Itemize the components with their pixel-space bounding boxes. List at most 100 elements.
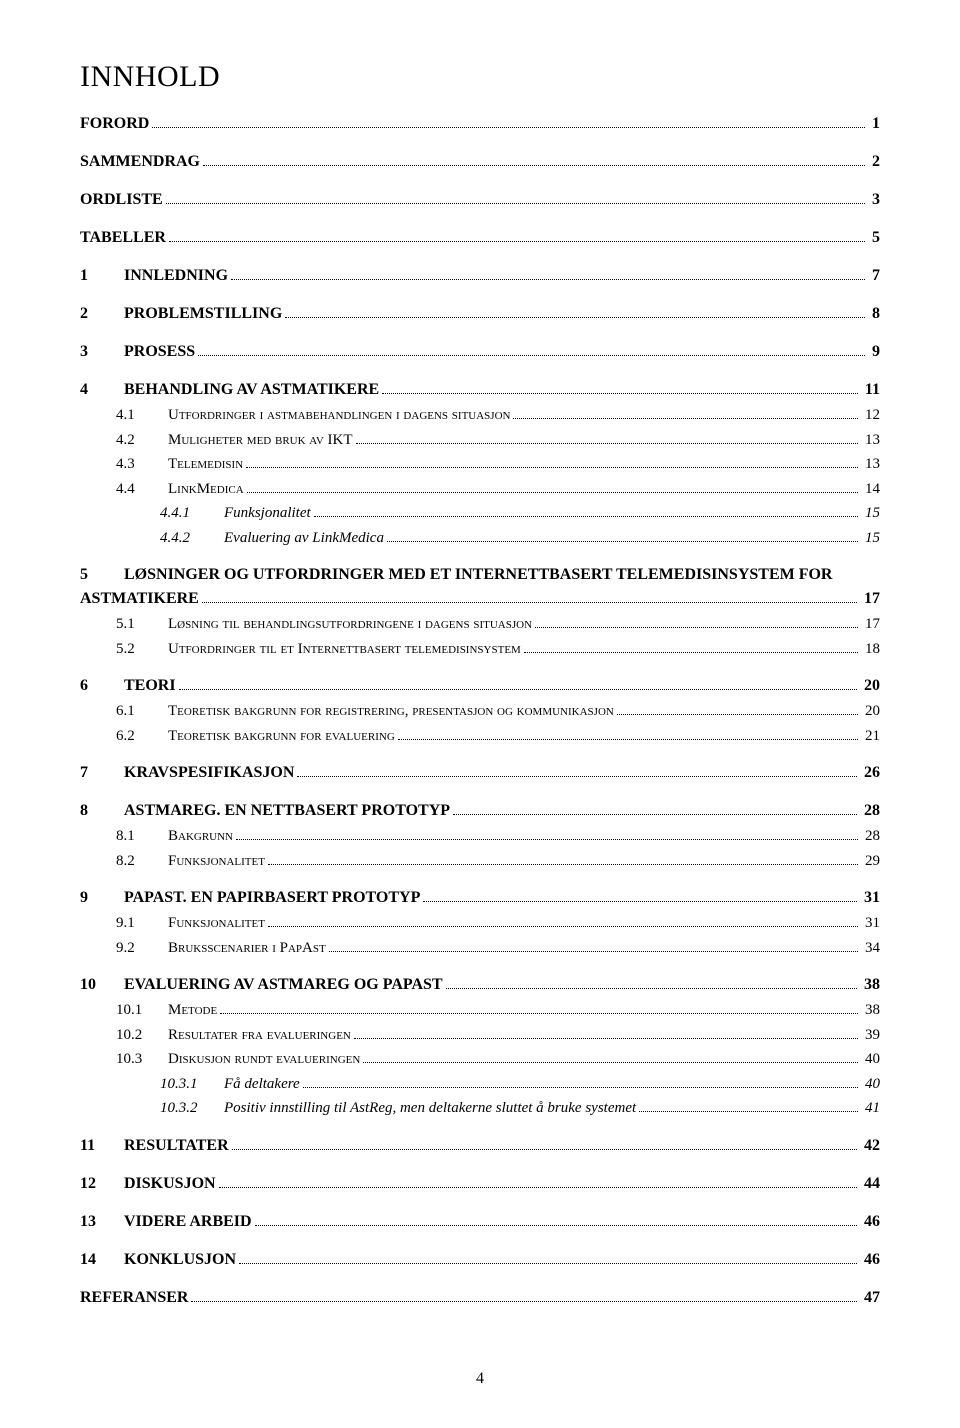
- toc-entry: 8ASTMAREG. EN NETTBASERT PROTOTYP28: [80, 799, 880, 823]
- toc-leader-dots: [179, 689, 857, 690]
- toc-leader-dots: [297, 776, 857, 777]
- toc-entry: 3PROSESS 9: [80, 340, 880, 364]
- toc-entry-page: 28: [861, 825, 880, 848]
- toc-leader-dots: [524, 652, 858, 653]
- toc-entry-page: 44: [860, 1172, 880, 1196]
- toc-leader-dots: [382, 393, 858, 394]
- toc-entry-page: 29: [861, 850, 880, 873]
- toc-entry: 4.1Utfordringer i astmabehandlingen i da…: [80, 404, 880, 427]
- toc-entry-label: Metode: [168, 999, 217, 1022]
- toc-entry-number: 10.3.1: [160, 1073, 224, 1096]
- toc-entry-label: Teoretisk bakgrunn for evaluering: [168, 725, 395, 748]
- toc-leader-dots: [423, 901, 857, 902]
- toc-entry: 6.2Teoretisk bakgrunn for evaluering21: [80, 725, 880, 748]
- toc-entry-label: SAMMENDRAG: [80, 150, 200, 174]
- toc-entry-page: 12: [861, 404, 880, 427]
- toc-entry-number: 3: [80, 340, 124, 364]
- toc-entry-page: 38: [860, 973, 880, 997]
- toc-leader-dots: [535, 627, 858, 628]
- toc-entry-number: 7: [80, 761, 124, 785]
- toc-entry-number: 5.2: [116, 638, 168, 661]
- toc-leader-dots: [231, 279, 865, 280]
- toc-entry-page: 3: [868, 188, 880, 212]
- toc-leader-dots: [219, 1187, 857, 1188]
- toc-entry: 8.1Bakgrunn28: [80, 825, 880, 848]
- toc-leader-dots: [329, 951, 858, 952]
- toc-leader-dots: [255, 1225, 857, 1226]
- toc-entry-number: 11: [80, 1134, 124, 1158]
- toc-entry-page: 40: [861, 1048, 880, 1071]
- toc-entry-number: 10: [80, 973, 124, 997]
- toc-leader-dots: [220, 1013, 858, 1014]
- toc-entry-page: 26: [860, 761, 880, 785]
- toc-entry: 10.2Resultater fra evalueringen39: [80, 1024, 880, 1047]
- toc-entry-page: 31: [860, 886, 880, 910]
- toc-entry: 11RESULTATER 42: [80, 1134, 880, 1158]
- toc-entry-label: RESULTATER: [124, 1134, 229, 1158]
- page-number: 4: [80, 1370, 880, 1388]
- toc-entry-page: 5: [868, 226, 880, 250]
- toc-entry-label: BEHANDLING AV ASTMATIKERE: [124, 378, 379, 402]
- toc-entry-label: Muligheter med bruk av IKT: [168, 429, 353, 452]
- toc-entry-number: 8: [80, 799, 124, 823]
- toc-entry-number: 5: [80, 563, 124, 587]
- toc-entry: 10.3Diskusjon rundt evalueringen40: [80, 1048, 880, 1071]
- toc-leader-dots: [198, 355, 865, 356]
- toc-leader-dots: [398, 739, 858, 740]
- toc-leader-dots: [247, 492, 858, 493]
- toc-entry-number: 9.2: [116, 937, 168, 960]
- toc-leader-dots: [354, 1038, 858, 1039]
- toc-entry: 9PAPAST. EN PAPIRBASERT PROTOTYP31: [80, 886, 880, 910]
- toc-entry: 9.2Bruksscenarier i PapAst34: [80, 937, 880, 960]
- toc-entry-label: LinkMedica: [168, 478, 244, 501]
- toc-entry-number: 9.1: [116, 912, 168, 935]
- toc-entry-page: 9: [868, 340, 880, 364]
- toc-entry-label: Funksjonalitet: [168, 850, 265, 873]
- toc-entry-page: 40: [861, 1073, 880, 1096]
- toc-leader-dots: [446, 988, 857, 989]
- toc-entry-number: 4.4: [116, 478, 168, 501]
- toc-entry: 6TEORI20: [80, 674, 880, 698]
- toc-entry: 10.3.1Få deltakere40: [80, 1073, 880, 1096]
- toc-entry-page: 42: [860, 1134, 880, 1158]
- toc-entry-page: 1: [868, 112, 880, 136]
- toc-entry-number: 2: [80, 302, 124, 326]
- toc-entry-number: 6.1: [116, 700, 168, 723]
- toc-leader-dots: [387, 541, 858, 542]
- toc-entry-number: 12: [80, 1172, 124, 1196]
- toc-entry-label: Teoretisk bakgrunn for registrering, pre…: [168, 700, 614, 723]
- table-of-contents: FORORD1SAMMENDRAG2ORDLISTE3TABELLER51INN…: [80, 112, 880, 1310]
- toc-entry: 10.3.2Positiv innstilling til AstReg, me…: [80, 1097, 880, 1120]
- toc-entry-number: 4.3: [116, 453, 168, 476]
- toc-leader-dots: [513, 418, 858, 419]
- toc-entry-page: 39: [861, 1024, 880, 1047]
- toc-leader-dots: [166, 203, 865, 204]
- toc-entry: 4.4.2Evaluering av LinkMedica15: [80, 527, 880, 550]
- toc-entry-page: 41: [861, 1097, 880, 1120]
- toc-leader-dots: [268, 864, 858, 865]
- toc-entry: REFERANSER47: [80, 1286, 880, 1310]
- toc-entry-label: ORDLISTE: [80, 188, 163, 212]
- toc-entry-label: PROSESS: [124, 340, 195, 364]
- toc-entry: 10EVALUERING AV ASTMAREG OG PAPAST 38: [80, 973, 880, 997]
- toc-entry-page: 15: [861, 502, 880, 525]
- toc-entry-page: 11: [861, 378, 880, 402]
- toc-entry-number: 1: [80, 264, 124, 288]
- toc-entry-label: Utfordringer til et Internettbasert tele…: [168, 638, 521, 661]
- toc-entry-number: 14: [80, 1248, 124, 1272]
- toc-entry-number: 8.1: [116, 825, 168, 848]
- toc-entry: 14KONKLUSJON46: [80, 1248, 880, 1272]
- toc-entry-label: Positiv innstilling til AstReg, men delt…: [224, 1097, 636, 1120]
- toc-entry-page: 8: [868, 302, 880, 326]
- toc-entry-label: TABELLER: [80, 226, 166, 250]
- toc-entry: TABELLER 5: [80, 226, 880, 250]
- toc-entry: 4.2Muligheter med bruk av IKT13: [80, 429, 880, 452]
- toc-entry-number: 8.2: [116, 850, 168, 873]
- toc-entry-number: 13: [80, 1210, 124, 1234]
- toc-entry-page: 34: [861, 937, 880, 960]
- toc-entry: 13VIDERE ARBEID46: [80, 1210, 880, 1234]
- toc-entry-number: 9: [80, 886, 124, 910]
- toc-entry-label: EVALUERING AV ASTMAREG OG PAPAST: [124, 973, 443, 997]
- toc-entry: 4.4LinkMedica14: [80, 478, 880, 501]
- toc-entry-page: 13: [861, 453, 880, 476]
